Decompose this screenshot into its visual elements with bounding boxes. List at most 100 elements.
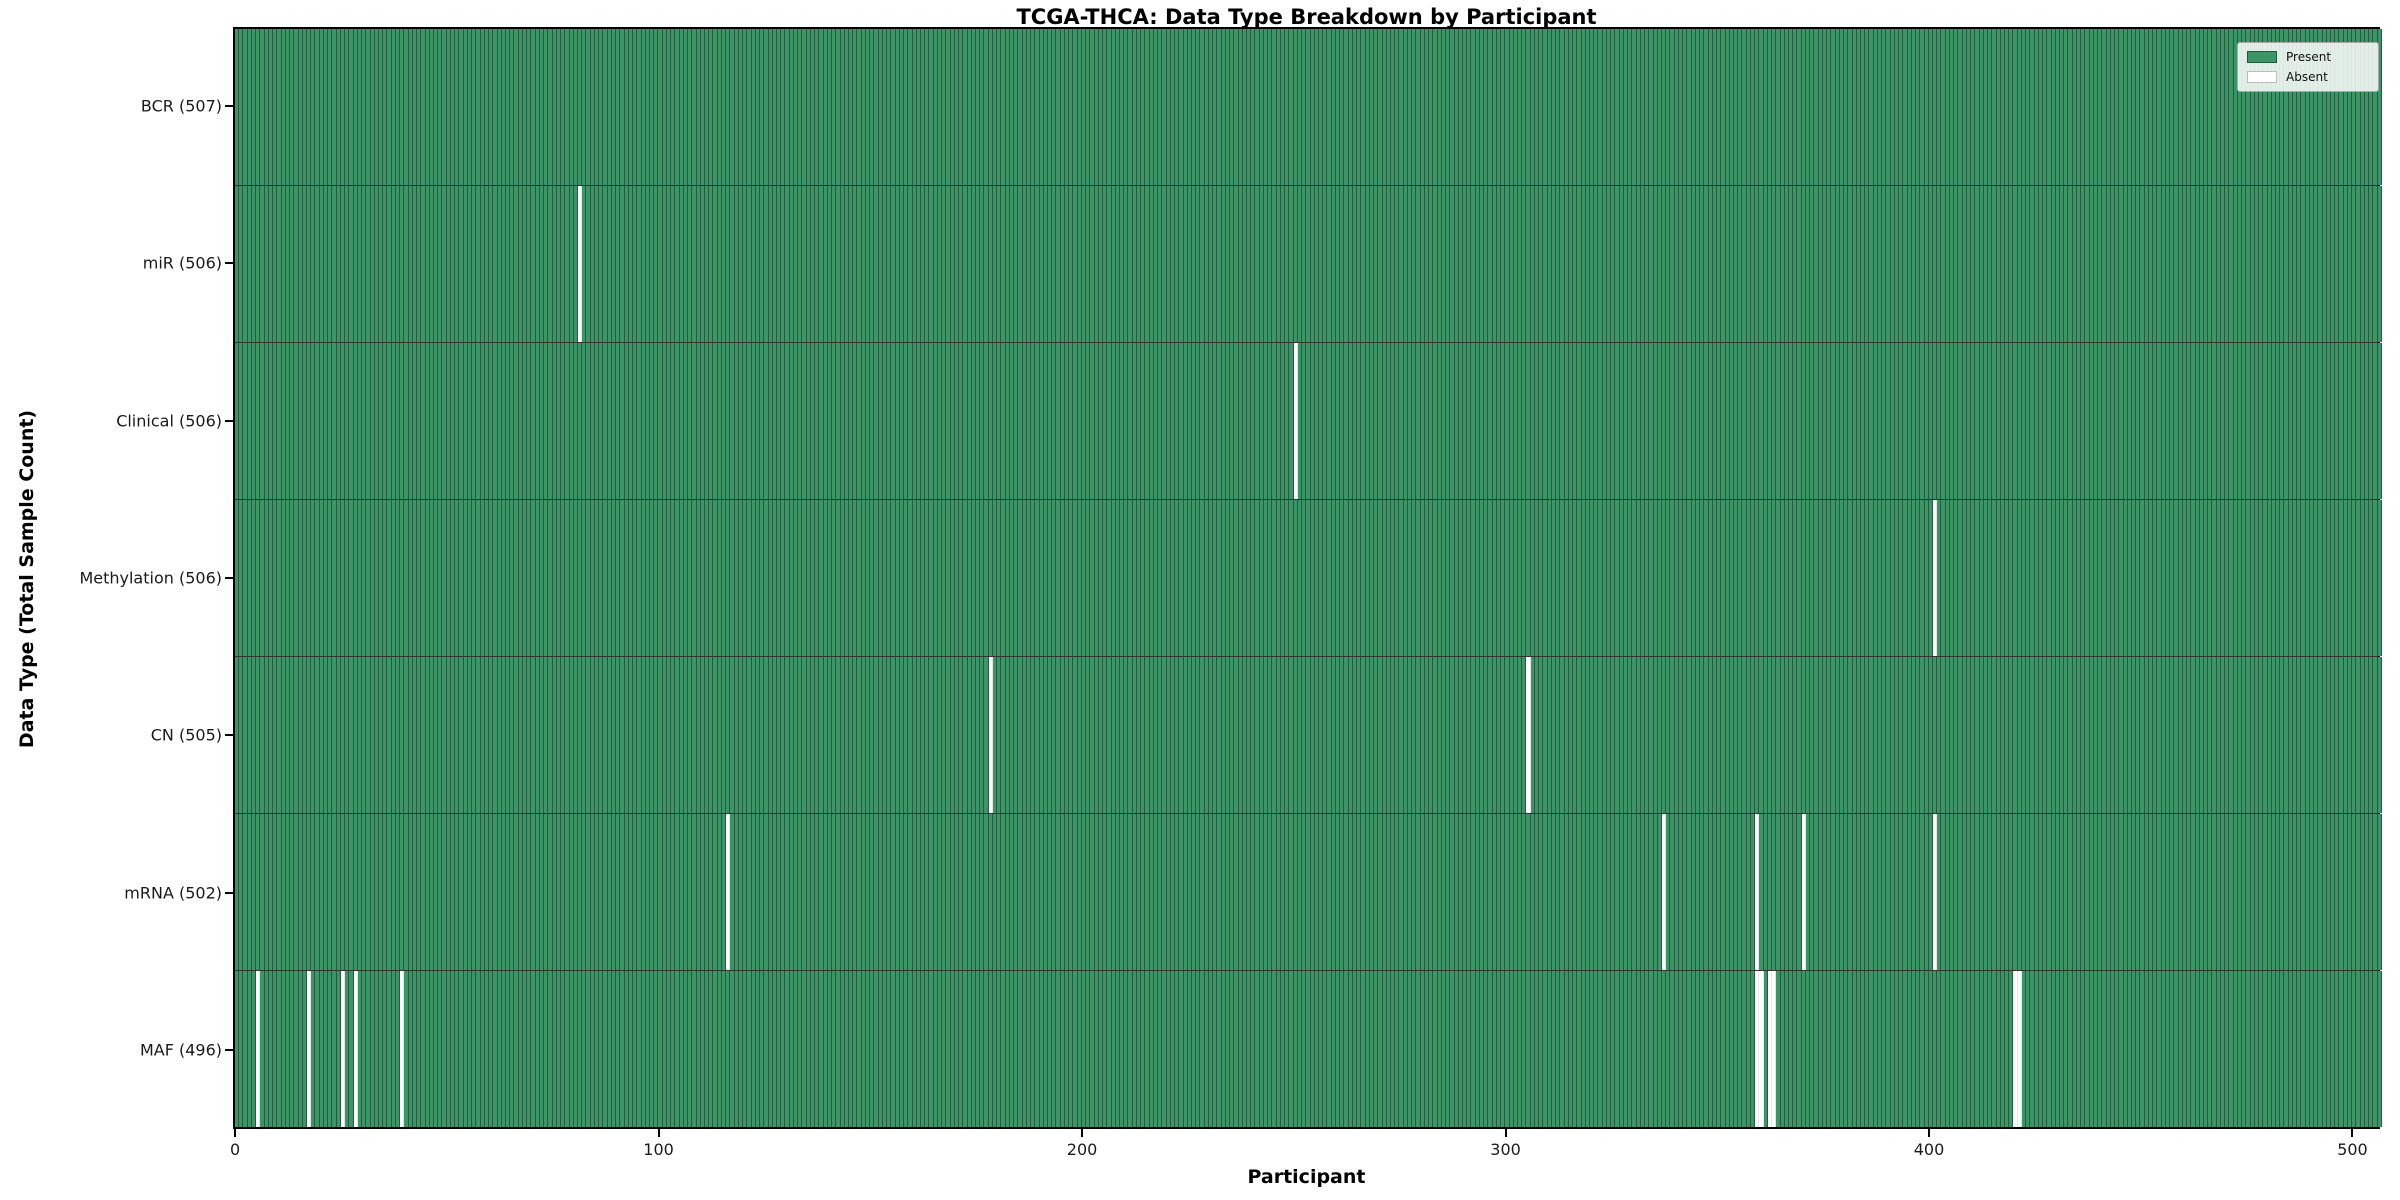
heatmap-cell-present: [1280, 971, 1286, 1127]
heatmap-cell-present: [400, 814, 405, 970]
heatmap-cell-present: [755, 657, 761, 813]
heatmap-cell-present: [328, 814, 333, 970]
heatmap-cell-present: [1962, 500, 1967, 656]
heatmap-cell-present: [620, 343, 625, 499]
heatmap-cell-present: [2314, 971, 2319, 1127]
heatmap-cell-present: [1014, 29, 1019, 185]
heatmap-cell-present: [1052, 500, 1057, 656]
heatmap-cell-present: [256, 814, 261, 970]
heatmap-cell-present: [1103, 186, 1108, 342]
heatmap-cell-present: [700, 29, 706, 185]
heatmap-cell-present: [2271, 814, 2276, 970]
heatmap-cell-present: [1412, 186, 1417, 342]
heatmap-cell-present: [844, 186, 849, 342]
heatmap-cell-present: [1971, 343, 1976, 499]
heatmap-cell-present: [1441, 814, 1447, 970]
heatmap-cell-present: [2267, 29, 2272, 185]
heatmap-cell-present: [675, 186, 680, 342]
heatmap-cell-present: [1115, 657, 1120, 813]
heatmap-cell-present: [730, 500, 735, 656]
heatmap-cell-present: [1640, 814, 1646, 970]
heatmap-cell-present: [1708, 657, 1713, 813]
heatmap-cell-present: [1907, 971, 1912, 1127]
heatmap-cell-present: [1780, 500, 1785, 656]
heatmap-cell-present: [1196, 343, 1201, 499]
heatmap-cell-present: [920, 814, 926, 970]
heatmap-cell-present: [1814, 657, 1819, 813]
heatmap-cell-present: [1509, 343, 1514, 499]
heatmap-cell-present: [2153, 814, 2158, 970]
heatmap-cell-present: [1725, 186, 1730, 342]
heatmap-cell-present: [1928, 657, 1933, 813]
heatmap-cell-present: [1247, 29, 1252, 185]
heatmap-cell-present: [1924, 814, 1929, 970]
heatmap-cell-present: [1975, 814, 1980, 970]
heatmap-cell-present: [1446, 500, 1451, 656]
heatmap-cell-present: [239, 971, 244, 1127]
heatmap-cell-present: [980, 29, 985, 185]
heatmap-cell-present: [594, 500, 600, 656]
heatmap-cell-present: [2360, 500, 2365, 656]
heatmap-cell-present: [1568, 500, 1574, 656]
heatmap-cell-present: [442, 657, 447, 813]
heatmap-cell-present: [1894, 343, 1900, 499]
heatmap-cell-present: [2102, 814, 2107, 970]
heatmap-cell-present: [1022, 186, 1027, 342]
heatmap-cell-present: [696, 186, 701, 342]
heatmap-cell-present: [865, 657, 871, 813]
heatmap-cell-present: [2017, 186, 2022, 342]
heatmap-cell-present: [705, 500, 710, 656]
heatmap-cell-present: [1086, 814, 1091, 970]
heatmap-cell-present: [1962, 971, 1967, 1127]
heatmap-cell-present: [1856, 343, 1861, 499]
heatmap-cell-present: [2377, 343, 2382, 499]
legend-item-present: Present: [2247, 50, 2369, 64]
heatmap-cell-present: [959, 29, 964, 185]
heatmap-cell-present: [1204, 814, 1209, 970]
heatmap-cell-present: [1285, 814, 1290, 970]
heatmap-cell-present: [2110, 971, 2116, 1127]
heatmap-cell-present: [446, 657, 451, 813]
heatmap-cell-present: [1331, 500, 1336, 656]
heatmap-cell-present: [294, 29, 299, 185]
heatmap-cell-present: [1729, 186, 1734, 342]
heatmap-cell-present: [1390, 500, 1396, 656]
heatmap-cell-present: [493, 500, 498, 656]
heatmap-cell-present: [1522, 657, 1527, 813]
heatmap-cell-present: [1407, 814, 1413, 970]
heatmap-cell-present: [1996, 343, 2001, 499]
heatmap-cell-present: [1289, 971, 1294, 1127]
heatmap-cell-present: [311, 971, 316, 1127]
heatmap-cell-present: [683, 814, 689, 970]
heatmap-cell-present: [2021, 971, 2027, 1127]
heatmap-cell-present: [527, 29, 532, 185]
heatmap-cell-present: [1128, 29, 1133, 185]
heatmap-cell-present: [2132, 971, 2137, 1127]
heatmap-cell-present: [1268, 500, 1273, 656]
heatmap-cell-present: [2064, 657, 2069, 813]
heatmap-cell-present: [565, 186, 570, 342]
heatmap-cell-present: [484, 29, 490, 185]
heatmap-cell-present: [1458, 500, 1463, 656]
heatmap-cell-present: [1573, 971, 1578, 1127]
heatmap-cell-present: [1911, 971, 1917, 1127]
heatmap-cell-present: [362, 343, 367, 499]
heatmap-cell-present: [2191, 186, 2196, 342]
heatmap-cell-present: [1590, 343, 1595, 499]
heatmap-cell-present: [2047, 500, 2052, 656]
heatmap-cell-present: [2242, 29, 2247, 185]
heatmap-cell-present: [1069, 343, 1074, 499]
heatmap-cell-present: [264, 814, 269, 970]
heatmap-cell-present: [971, 500, 977, 656]
heatmap-cell-present: [1107, 500, 1112, 656]
heatmap-cell-present: [1357, 814, 1362, 970]
heatmap-cell-present: [2043, 29, 2048, 185]
heatmap-cell-present: [2259, 657, 2264, 813]
heatmap-cell-present: [2347, 29, 2353, 185]
heatmap-cell-present: [713, 814, 718, 970]
heatmap-cell-present: [1844, 657, 1849, 813]
heatmap-cell-present: [662, 186, 667, 342]
heatmap-cell-present: [793, 971, 799, 1127]
heatmap-cell-present: [1348, 500, 1353, 656]
heatmap-cell-present: [1009, 343, 1015, 499]
